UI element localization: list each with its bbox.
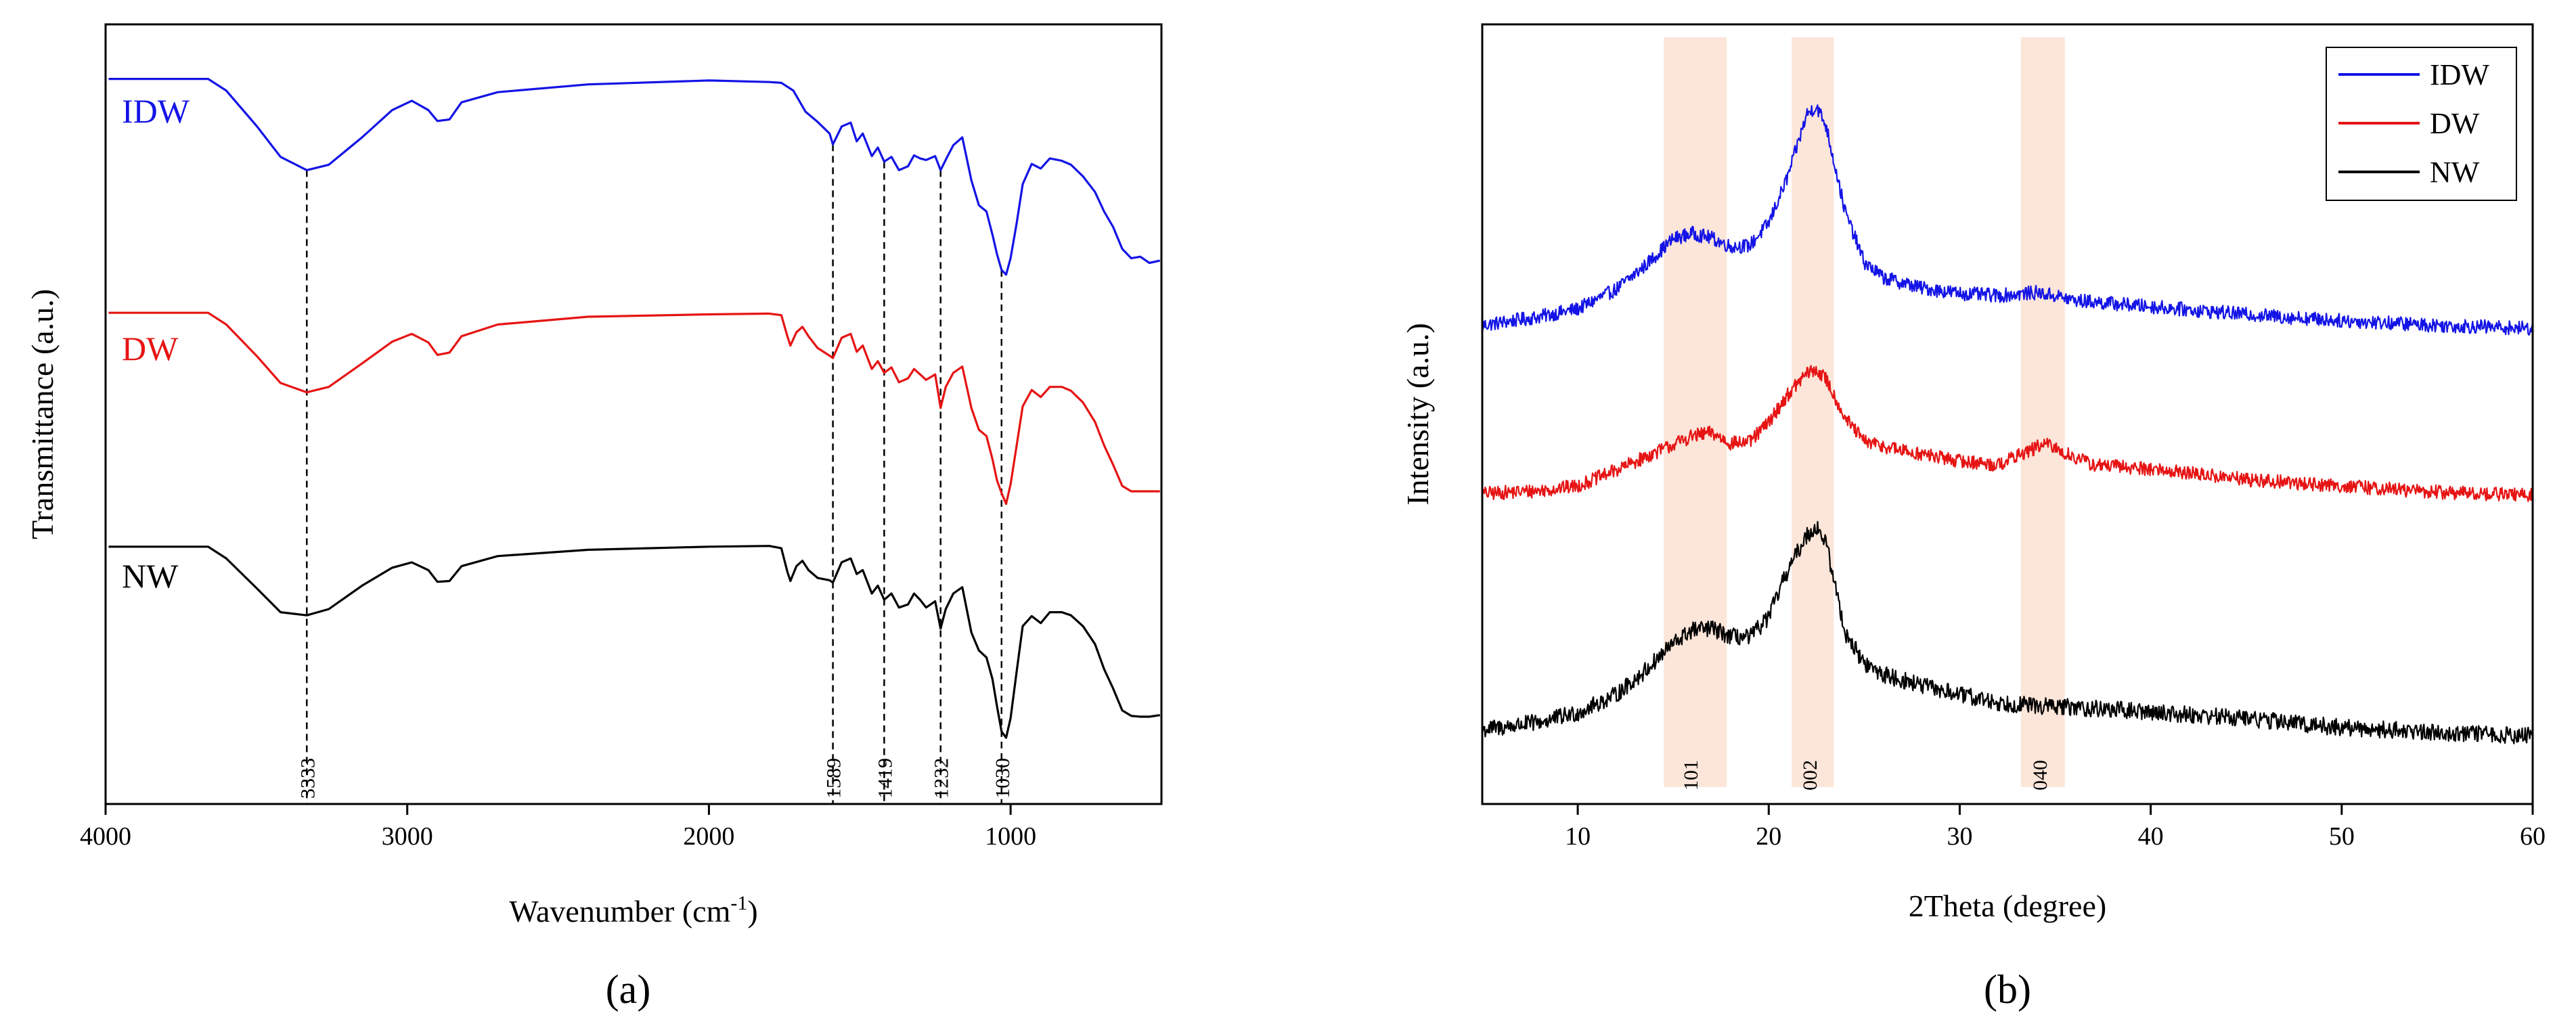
- ftir-plot-frame: [104, 23, 1163, 805]
- legend-label-dw: DW: [2430, 107, 2480, 140]
- ftir-chart: IDW DW NW 4000 3000 2000 1000 3333 1589 1419 123…: [25, 23, 1163, 1012]
- ftir-x-tick-label: 3000: [382, 822, 433, 851]
- ftir-peak-guides: [306, 144, 1003, 804]
- xrd-series-group: [1481, 104, 2534, 744]
- xrd-band-label: 040: [2029, 760, 2051, 790]
- xrd-x-tick-label: 50: [2329, 822, 2355, 851]
- xrd-x-tick-label: 40: [2138, 822, 2164, 851]
- legend-label-nw: NW: [2430, 156, 2480, 189]
- xrd-chart: 10 20 30 40 50 60 101 002 040 IDW DW NW Intensi…: [1400, 23, 2546, 1012]
- ftir-peak-label: 1589: [823, 758, 845, 799]
- xrd-x-tick-label: 20: [1756, 822, 1781, 851]
- ftir-series-idw: [108, 78, 1161, 276]
- xrd-band-002: [1792, 37, 1834, 787]
- xrd-x-axis: 10 20 30 40 50 60: [1565, 804, 2546, 851]
- ftir-peak-labels: 3333 1589 1419 1232 1030: [296, 758, 1013, 799]
- ftir-x-tick-label: 1000: [985, 822, 1036, 851]
- ftir-x-axis-title-superscript: -1: [730, 892, 747, 914]
- xrd-x-axis-title: 2Theta (degree): [1909, 889, 2106, 923]
- ftir-series-label-idw: IDW: [122, 92, 190, 130]
- xrd-band-label: 101: [1680, 760, 1702, 790]
- xrd-plot-frame: [1481, 23, 2534, 805]
- ftir-x-tick-label: 4000: [80, 822, 131, 851]
- ftir-peak-label: 3333: [296, 758, 319, 799]
- ftir-y-axis-title: Transmittance (a.u.): [25, 289, 60, 539]
- ftir-x-axis-title: Wavenumber (cm-1): [509, 892, 757, 929]
- ftir-peak-label: 1232: [931, 758, 953, 799]
- xrd-band-040: [2020, 37, 2065, 787]
- xrd-band-label: 002: [1799, 760, 1821, 790]
- xrd-band-101: [1664, 37, 1727, 787]
- ftir-series-dw: [108, 311, 1160, 506]
- xrd-x-tick-label: 30: [1947, 822, 1972, 851]
- xrd-series-dw: [1481, 365, 2533, 502]
- ftir-x-axis-title-main: Wavenumber (cm: [509, 894, 730, 929]
- legend-label-idw: IDW: [2430, 58, 2489, 91]
- xrd-legend: IDW DW NW: [2326, 47, 2517, 201]
- ftir-peak-label: 1419: [874, 758, 896, 799]
- ftir-series-label-dw: DW: [122, 330, 179, 367]
- ftir-panel-caption: (a): [606, 967, 651, 1012]
- ftir-series-label-nw: NW: [122, 557, 179, 595]
- ftir-x-tick-label: 2000: [683, 822, 734, 851]
- ftir-peak-label: 1030: [992, 758, 1014, 799]
- xrd-x-tick-label: 60: [2520, 822, 2546, 851]
- ftir-series-group: IDW DW NW: [108, 78, 1161, 739]
- xrd-series-idw: [1481, 104, 2533, 336]
- xrd-panel-caption: (b): [1984, 967, 2031, 1012]
- xrd-y-axis-title: Intensity (a.u.): [1400, 323, 1435, 506]
- ftir-x-axis: 4000 3000 2000 1000: [80, 804, 1036, 851]
- xrd-series-nw: [1482, 520, 2534, 744]
- xrd-x-tick-label: 10: [1565, 822, 1591, 851]
- xrd-band-labels: 101 002 040: [1680, 760, 2051, 790]
- xrd-crystal-plane-bands: [1664, 37, 2065, 787]
- ftir-x-axis-title-tail: ): [747, 894, 757, 929]
- ftir-series-nw: [108, 545, 1161, 739]
